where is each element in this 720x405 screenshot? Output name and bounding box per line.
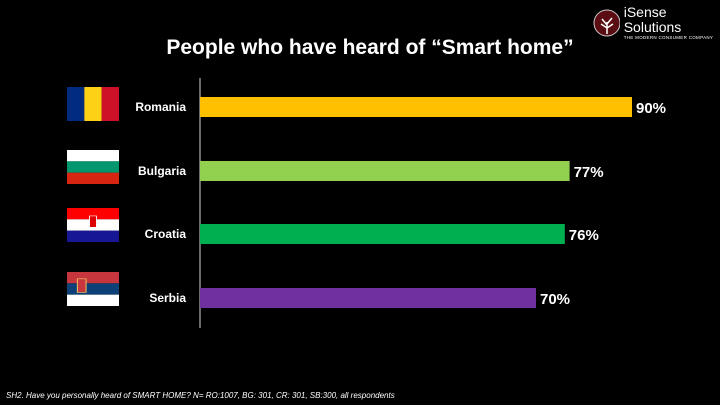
category-label: Serbia: [149, 291, 186, 305]
bar-serbia: [200, 288, 536, 308]
bar-romania: [200, 97, 632, 117]
data-label: 90%: [636, 100, 666, 117]
croatia-flag-icon: [67, 208, 119, 242]
data-label: 77%: [574, 164, 604, 181]
category-label: Croatia: [145, 227, 187, 241]
serbia-flag-icon: [67, 272, 119, 306]
logo-tagline: THE MODERN CONSUMER COMPANY: [623, 35, 714, 40]
data-label: 70%: [540, 291, 570, 308]
category-label: Bulgaria: [138, 164, 186, 178]
bar-croatia: [200, 224, 565, 244]
bulgaria-flag-icon: [67, 150, 119, 184]
data-label: 76%: [569, 227, 599, 244]
bar-bulgaria: [200, 161, 570, 181]
footnote: SH2. Have you personally heard of SMART …: [6, 391, 395, 400]
tree-logo-icon: [593, 9, 620, 36]
logo: iSense Solutions THE MODERN CONSUMER COM…: [592, 5, 720, 40]
romania-flag-icon: [67, 87, 119, 121]
chart-title: People who have heard of “Smart home”: [166, 36, 574, 59]
category-label: Romania: [135, 100, 186, 114]
logo-name: iSense Solutions: [623, 4, 682, 35]
